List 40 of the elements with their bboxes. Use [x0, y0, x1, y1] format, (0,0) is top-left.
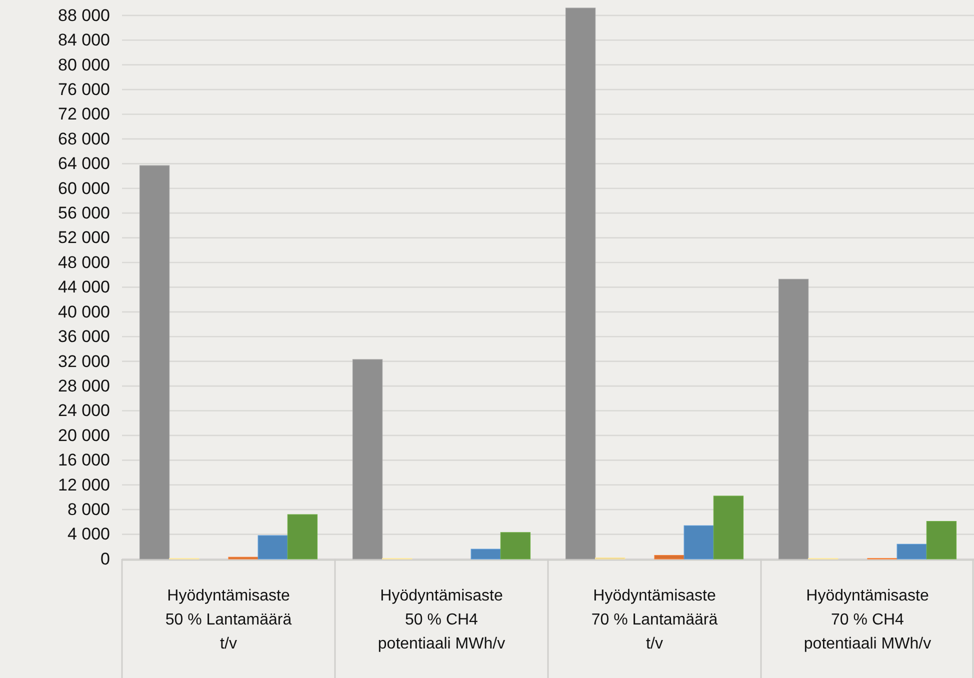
bar	[470, 548, 501, 560]
y-tick-label: 56 000	[58, 204, 110, 223]
y-tick-label: 24 000	[58, 401, 110, 420]
x-tick-label: Hyödyntämisaste 50 % Lantamäärä t/v	[165, 588, 292, 652]
x-tick-label: Hyödyntämisaste 70 % Lantamäärä t/v	[591, 588, 718, 652]
bar	[778, 278, 809, 560]
bar	[926, 521, 957, 560]
bar	[565, 8, 596, 560]
y-tick-label: 36 000	[58, 327, 110, 346]
bar	[684, 525, 714, 560]
bar	[139, 165, 170, 560]
y-tick-label: 20 000	[58, 426, 110, 445]
x-tick-label: Hyödyntämisaste 50 % CH4 potentiaali MWh/v	[378, 588, 506, 652]
bar	[654, 554, 684, 560]
y-tick-label: 80 000	[58, 55, 110, 74]
y-tick-label: 16 000	[58, 450, 110, 470]
y-tick-label: 28 000	[58, 376, 110, 396]
y-tick-label: 0	[100, 549, 110, 568]
y-tick-label: 8 000	[67, 500, 110, 520]
y-tick-label: 60 000	[58, 178, 110, 198]
y-tick-label: 12 000	[58, 475, 110, 494]
bar	[287, 514, 318, 560]
y-tick-label: 40 000	[58, 302, 110, 322]
x-tick-label: Hyödyntämisaste 70 % CH4 potentiaali MWh/v	[804, 588, 932, 652]
y-tick-label: 44 000	[58, 278, 110, 297]
y-tick-label: 32 000	[58, 352, 110, 371]
y-tick-label: 88 000	[58, 6, 110, 25]
y-tick-label: 52 000	[58, 228, 110, 248]
bar	[352, 359, 383, 560]
bar	[500, 532, 531, 560]
y-tick-label: 84 000	[58, 30, 110, 50]
bar	[896, 544, 927, 560]
y-tick-label: 4 000	[67, 524, 110, 544]
y-tick-label: 72 000	[58, 104, 110, 124]
bar	[258, 535, 288, 560]
y-tick-label: 48 000	[58, 252, 110, 272]
y-tick-label: 68 000	[58, 129, 110, 148]
y-tick-label: 76 000	[58, 80, 110, 99]
y-tick-label: 64 000	[58, 154, 110, 174]
bar	[713, 496, 744, 560]
